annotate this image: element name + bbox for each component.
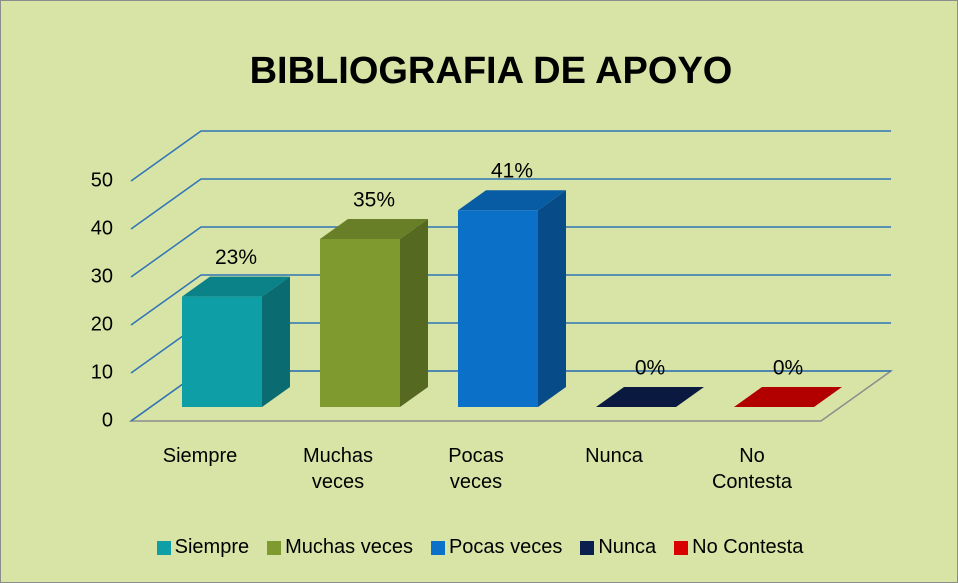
- legend: Siempre Muchas veces Pocas veces Nunca No Co…: [1, 536, 957, 559]
- x-tick-label: No Contesta: [711, 445, 793, 493]
- bar-front: [458, 210, 538, 407]
- y-tick-label: 30: [91, 265, 113, 287]
- legend-swatch: [430, 540, 445, 555]
- y-tick-label: 40: [91, 217, 113, 239]
- x-tick-label: Pocas veces: [448, 445, 504, 493]
- bar-front: [182, 296, 262, 407]
- value-label: 23%: [215, 246, 257, 269]
- x-tick-label: Nunca: [585, 445, 643, 467]
- legend-label: Pocas veces: [448, 536, 563, 558]
- legend-label: Nunca: [598, 536, 657, 558]
- grid-line: [130, 274, 891, 326]
- legend-swatch: [580, 540, 595, 555]
- bar-top: [734, 387, 842, 407]
- grid-line: [130, 130, 891, 182]
- legend-item: Pocas veces: [430, 536, 563, 559]
- legend-item: Siempre: [156, 536, 250, 559]
- bar-side: [538, 190, 566, 407]
- legend-label: Muchas veces: [285, 536, 413, 558]
- grid-line: [130, 226, 891, 278]
- bar-front: [320, 239, 400, 407]
- bar-top: [182, 276, 290, 297]
- legend-item: No Contesta: [674, 536, 803, 559]
- legend-item: Muchas veces: [267, 536, 413, 559]
- bar-top: [596, 387, 704, 407]
- value-label: 0%: [773, 357, 803, 380]
- x-tick-label: Siempre: [162, 445, 238, 467]
- y-tick-label: 20: [91, 313, 113, 335]
- grid-line: [130, 178, 891, 230]
- legend-swatch: [674, 540, 689, 555]
- bar-side: [400, 219, 428, 407]
- bar-side: [262, 276, 290, 407]
- value-label: 35%: [353, 189, 395, 212]
- legend-swatch: [156, 540, 171, 555]
- value-label: 0%: [635, 357, 665, 380]
- x-tick-label: Muchas veces: [302, 445, 374, 493]
- legend-item: Nunca: [580, 536, 656, 559]
- y-tick-label: 0: [102, 409, 113, 431]
- legend-swatch: [267, 540, 282, 555]
- bar-top: [458, 190, 566, 211]
- chart-title: BIBLIOGRAFIA DE APOYO: [250, 50, 733, 92]
- legend-label: No Contesta: [692, 536, 804, 558]
- y-tick-label: 50: [91, 169, 113, 191]
- value-label: 41%: [491, 160, 533, 183]
- legend-label: Siempre: [174, 536, 250, 558]
- y-tick-label: 10: [91, 361, 113, 383]
- bar-top: [320, 219, 428, 239]
